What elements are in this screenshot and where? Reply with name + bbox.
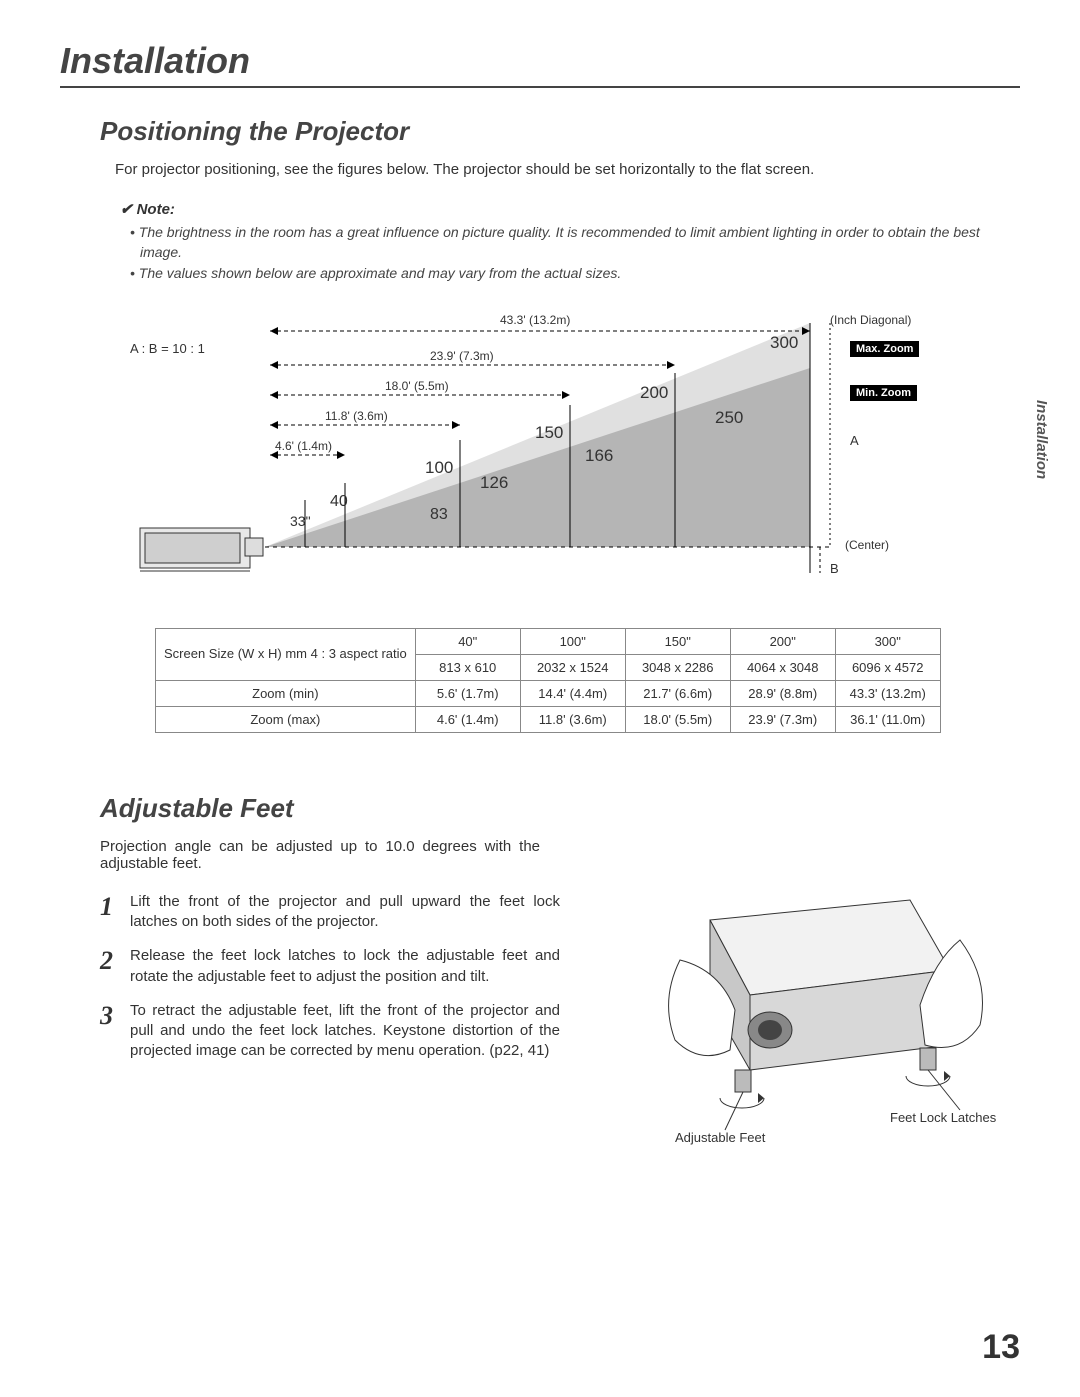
table-cell: 14.4' (4.4m)	[520, 680, 625, 706]
step-number: 3	[100, 1001, 130, 1031]
page-number: 13	[982, 1328, 1020, 1367]
inch-diagonal-label: (Inch Diagonal)	[830, 313, 911, 327]
table-rowhead: Zoom (min)	[156, 680, 416, 706]
note-block: Note: The brightness in the room has a g…	[120, 200, 1020, 283]
feet-intro: Projection angle can be adjusted up to 1…	[100, 838, 540, 872]
size-bot: 126	[480, 473, 508, 493]
latches-label: Feet Lock Latches	[890, 1110, 996, 1125]
size-top: 200	[640, 383, 668, 403]
table-cell: 6096 x 4572	[835, 654, 940, 680]
feet-figure: Adjustable Feet Feet Lock Latches	[620, 860, 1010, 1150]
feet-label: Adjustable Feet	[675, 1130, 765, 1145]
dist-label: 18.0' (5.5m)	[385, 379, 449, 393]
step: 1 Lift the front of the projector and pu…	[100, 892, 560, 933]
step-text: Release the feet lock latches to lock th…	[130, 946, 560, 987]
step-text: To retract the adjustable feet, lift the…	[130, 1001, 560, 1062]
table-cell: 43.3' (13.2m)	[835, 680, 940, 706]
table-row: Zoom (max) 4.6' (1.4m) 11.8' (3.6m) 18.0…	[156, 706, 941, 732]
table-cell: 4.6' (1.4m)	[415, 706, 520, 732]
table-cell: 23.9' (7.3m)	[730, 706, 835, 732]
size-top: 100	[425, 458, 453, 478]
table-cell: 2032 x 1524	[520, 654, 625, 680]
table-header: 300"	[835, 628, 940, 654]
table-cell: 4064 x 3048	[730, 654, 835, 680]
side-tab: Installation	[1033, 400, 1050, 479]
step: 3 To retract the adjustable feet, lift t…	[100, 1001, 560, 1062]
note-heading: Note:	[120, 200, 1020, 218]
throw-distance-diagram: A : B = 10 : 1 43.3' (13.2m) 23.9' (7.3m…	[130, 313, 950, 603]
size-bot: 250	[715, 408, 743, 428]
min-zoom-tag: Min. Zoom	[850, 385, 917, 401]
size-bot: 33"	[290, 513, 311, 529]
positioning-intro: For projector positioning, see the figur…	[115, 161, 1020, 178]
table-cell: 18.0' (5.5m)	[625, 706, 730, 732]
table-row: Zoom (min) 5.6' (1.7m) 14.4' (4.4m) 21.7…	[156, 680, 941, 706]
table-rowhead: Zoom (max)	[156, 706, 416, 732]
table-header: 150"	[625, 628, 730, 654]
table-cell: 813 x 610	[415, 654, 520, 680]
throw-distance-table: Screen Size (W x H) mm 4 : 3 aspect rati…	[155, 628, 941, 733]
table-header: 40"	[415, 628, 520, 654]
step-number: 1	[100, 892, 130, 922]
table-header: Screen Size (W x H) mm 4 : 3 aspect rati…	[156, 628, 416, 680]
feet-steps: 1 Lift the front of the projector and pu…	[100, 892, 560, 1062]
table-cell: 21.7' (6.6m)	[625, 680, 730, 706]
table-row: Screen Size (W x H) mm 4 : 3 aspect rati…	[156, 628, 941, 654]
size-bot: 166	[585, 446, 613, 466]
step-text: Lift the front of the projector and pull…	[130, 892, 560, 933]
dist-label: 4.6' (1.4m)	[275, 439, 332, 453]
note-item: The values shown below are approximate a…	[140, 263, 1020, 283]
dist-label: 43.3' (13.2m)	[500, 313, 570, 327]
step: 2 Release the feet lock latches to lock …	[100, 946, 560, 987]
table-cell: 28.9' (8.8m)	[730, 680, 835, 706]
table-header: 200"	[730, 628, 835, 654]
size-top: 150	[535, 423, 563, 443]
size-bot: 83	[430, 506, 448, 524]
table-header: 100"	[520, 628, 625, 654]
page-title: Installation	[60, 40, 1020, 88]
table-cell: 3048 x 2286	[625, 654, 730, 680]
step-number: 2	[100, 946, 130, 976]
b-label: B	[830, 561, 839, 576]
ratio-label: A : B = 10 : 1	[130, 341, 205, 356]
dist-label: 23.9' (7.3m)	[430, 349, 494, 363]
table-cell: 36.1' (11.0m)	[835, 706, 940, 732]
note-item: The brightness in the room has a great i…	[140, 222, 1020, 263]
dist-label: 11.8' (3.6m)	[325, 409, 388, 423]
size-top: 300	[770, 333, 798, 353]
section-positioning-title: Positioning the Projector	[100, 116, 1020, 147]
center-label: (Center)	[845, 538, 889, 552]
size-top: 40	[330, 493, 348, 511]
section-feet-title: Adjustable Feet	[100, 793, 1020, 824]
table-cell: 11.8' (3.6m)	[520, 706, 625, 732]
max-zoom-tag: Max. Zoom	[850, 341, 919, 357]
a-label: A	[850, 433, 859, 448]
table-cell: 5.6' (1.7m)	[415, 680, 520, 706]
